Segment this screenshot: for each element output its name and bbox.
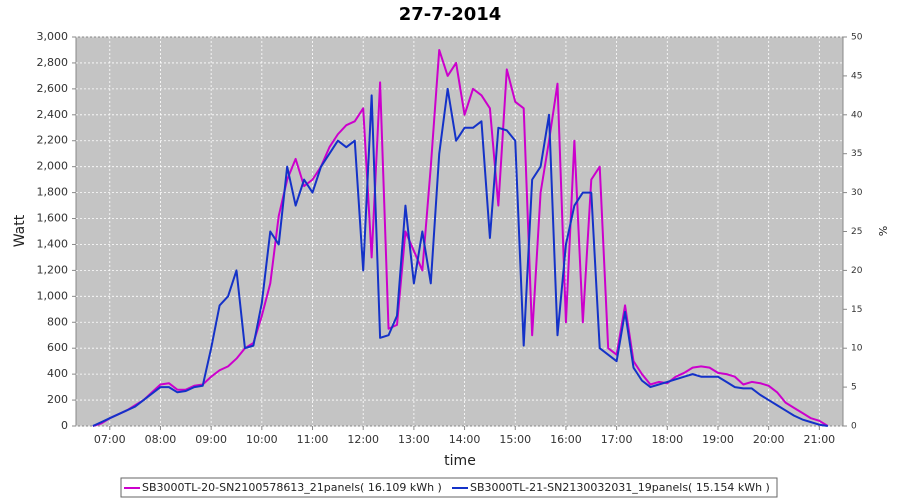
y-tick-label: 1,600 [37,212,69,225]
x-tick-label: 14:00 [449,433,481,446]
y2-tick-label: 35 [851,149,862,159]
legend-label: SB3000TL-21-SN2130032031_19panels( 15.15… [470,481,770,494]
y-tick-label: 800 [47,315,68,328]
y-tick-label: 2,600 [37,82,69,95]
y-tick-label: 200 [47,393,68,406]
x-tick-label: 15:00 [499,433,531,446]
x-tick-label: 08:00 [145,433,177,446]
y-tick-label: 400 [47,367,68,380]
y2-tick-label: 15 [851,305,862,315]
x-tick-label: 11:00 [297,433,329,446]
y-tick-label: 1,800 [37,186,69,199]
legend [120,477,778,498]
y-tick-label: 1,200 [37,263,69,276]
x-tick-label: 20:00 [753,433,785,446]
x-tick-label: 12:00 [347,433,379,446]
x-tick-label: 19:00 [702,433,734,446]
y2-tick-label: 5 [851,383,857,393]
x-tick-label: 09:00 [195,433,227,446]
y2-tick-label: 50 [851,33,863,43]
y2-axis-label: % [876,226,889,236]
plot-area [75,36,844,427]
y-tick-label: 1,400 [37,237,69,250]
x-tick-label: 10:00 [246,433,278,446]
x-tick-label: 13:00 [398,433,430,446]
y-axis-label: Watt [12,214,28,247]
y2-tick-label: 25 [851,227,862,237]
chart-title: 27-7-2014 [399,4,502,25]
y-tick-label: 2,400 [37,108,69,121]
y-tick-label: 3,000 [37,30,69,43]
series-line [92,48,829,427]
y-tick-label: 2,000 [37,160,69,173]
y-tick-label: 2,800 [37,56,69,69]
legend-label: SB3000TL-20-SN2100578613_21panels( 16.10… [142,481,442,494]
x-tick-label: 18:00 [651,433,683,446]
x-tick-label: 17:00 [601,433,633,446]
y-tick-label: 2,200 [37,134,69,147]
x-tick-label: 16:00 [550,433,582,446]
y-tick-label: 0 [61,419,68,432]
y2-tick-label: 30 [851,188,863,198]
y2-tick-label: 10 [851,344,863,354]
y2-tick-label: 20 [851,266,863,276]
x-axis-label: time [444,453,476,469]
y-tick-label: 600 [47,341,68,354]
x-tick-label: 21:00 [803,433,835,446]
y-tick-label: 1,000 [37,289,69,302]
y2-tick-label: 40 [851,110,863,120]
y2-tick-label: 0 [851,422,857,432]
series-line [92,87,828,427]
y2-tick-label: 45 [851,71,862,81]
x-tick-label: 07:00 [94,433,126,446]
